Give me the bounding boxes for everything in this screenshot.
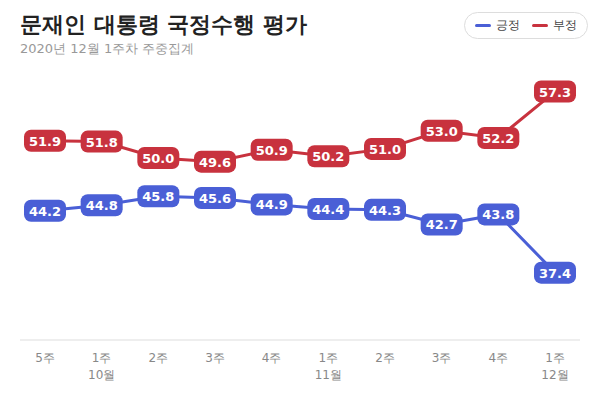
- svg-text:44.2: 44.2: [29, 204, 61, 219]
- svg-text:52.2: 52.2: [482, 131, 514, 146]
- svg-text:44.9: 44.9: [256, 197, 288, 212]
- svg-text:45.8: 45.8: [142, 189, 174, 204]
- svg-text:57.3: 57.3: [539, 85, 571, 100]
- svg-text:4주: 4주: [262, 351, 282, 365]
- svg-text:2주: 2주: [149, 351, 169, 365]
- html-text:문재인 대통령 국정수행 평가: 문재인 대통령 국정수행 평가: [20, 12, 307, 37]
- svg-text:44.8: 44.8: [86, 198, 118, 213]
- svg-text:2주: 2주: [375, 351, 395, 365]
- svg-text:11월: 11월: [315, 368, 342, 382]
- svg-text:4주: 4주: [489, 351, 509, 365]
- svg-text:53.0: 53.0: [426, 124, 458, 139]
- svg-text:51.8: 51.8: [86, 135, 118, 150]
- svg-text:12월: 12월: [541, 368, 568, 382]
- svg-text:1주: 1주: [545, 351, 565, 365]
- svg-text:10월: 10월: [88, 368, 115, 382]
- html-text:긍정: 긍정: [496, 18, 520, 32]
- svg-text:49.6: 49.6: [199, 155, 231, 170]
- svg-text:3주: 3주: [205, 351, 225, 365]
- svg-text:1주: 1주: [92, 351, 112, 365]
- svg-text:51.9: 51.9: [29, 134, 61, 149]
- svg-text:44.4: 44.4: [312, 202, 344, 217]
- svg-text:44.3: 44.3: [369, 203, 401, 218]
- svg-text:1주: 1주: [319, 351, 339, 365]
- svg-text:50.0: 50.0: [142, 151, 174, 166]
- svg-text:5주: 5주: [35, 351, 55, 365]
- svg-text:50.9: 50.9: [256, 143, 288, 158]
- svg-text:51.0: 51.0: [369, 142, 401, 157]
- svg-text:37.4: 37.4: [539, 266, 571, 281]
- svg-text:45.6: 45.6: [199, 191, 231, 206]
- svg-text:50.2: 50.2: [312, 149, 344, 164]
- html-text:부정: 부정: [553, 18, 577, 32]
- svg-text:42.7: 42.7: [426, 217, 458, 232]
- html-text:2020년 12월 1주차 주중집계: 2020년 12월 1주차 주중집계: [20, 41, 195, 56]
- svg-text:3주: 3주: [432, 351, 452, 365]
- svg-text:43.8: 43.8: [482, 207, 514, 222]
